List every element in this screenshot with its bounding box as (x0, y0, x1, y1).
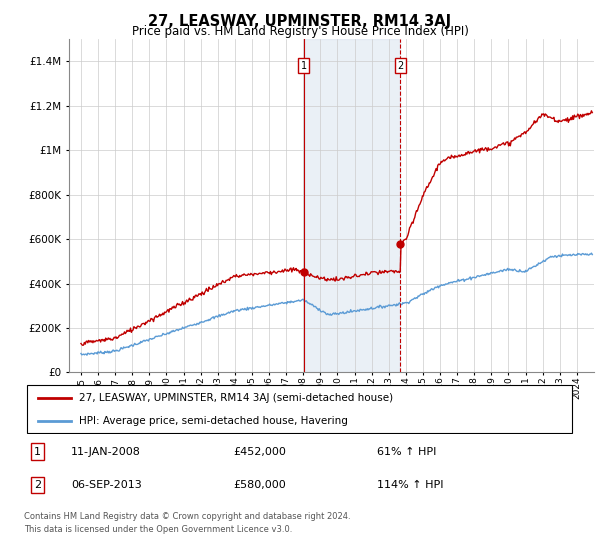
FancyBboxPatch shape (27, 385, 572, 433)
Text: 27, LEASWAY, UPMINSTER, RM14 3AJ (semi-detached house): 27, LEASWAY, UPMINSTER, RM14 3AJ (semi-d… (79, 393, 394, 403)
Text: £580,000: £580,000 (234, 480, 287, 490)
Text: 61% ↑ HPI: 61% ↑ HPI (377, 446, 437, 456)
Text: Price paid vs. HM Land Registry's House Price Index (HPI): Price paid vs. HM Land Registry's House … (131, 25, 469, 38)
Text: 27, LEASWAY, UPMINSTER, RM14 3AJ: 27, LEASWAY, UPMINSTER, RM14 3AJ (148, 14, 452, 29)
Text: 2: 2 (34, 480, 41, 490)
Text: 1: 1 (301, 61, 307, 71)
Bar (304, 39, 400, 372)
Text: 2: 2 (397, 61, 404, 71)
Text: This data is licensed under the Open Government Licence v3.0.: This data is licensed under the Open Gov… (24, 525, 292, 534)
Text: HPI: Average price, semi-detached house, Havering: HPI: Average price, semi-detached house,… (79, 417, 348, 426)
Text: 1: 1 (34, 446, 41, 456)
Text: £452,000: £452,000 (234, 446, 287, 456)
Text: 11-JAN-2008: 11-JAN-2008 (71, 446, 141, 456)
Text: 114% ↑ HPI: 114% ↑ HPI (377, 480, 444, 490)
Text: Contains HM Land Registry data © Crown copyright and database right 2024.: Contains HM Land Registry data © Crown c… (24, 512, 350, 521)
Text: 06-SEP-2013: 06-SEP-2013 (71, 480, 142, 490)
